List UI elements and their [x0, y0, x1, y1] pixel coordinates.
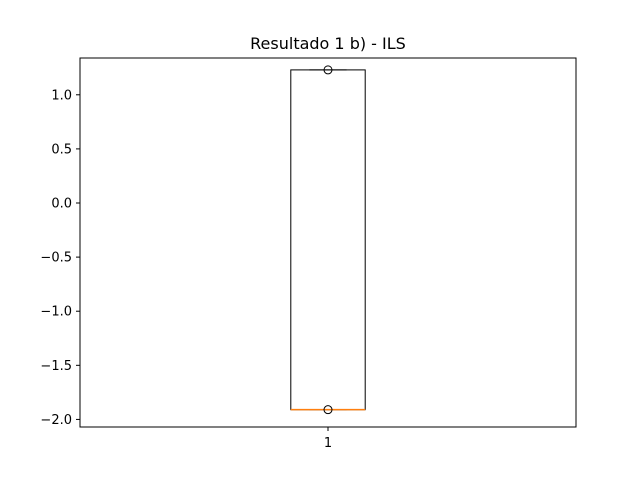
- x-tick-label: 1: [324, 436, 332, 451]
- y-tick-label: 0.0: [51, 197, 72, 212]
- plot-area: −2.0 −1.5 −1.0 −0.5 0.0 0.5 1.0 1: [40, 57, 577, 451]
- y-tick-label: 1.0: [51, 88, 72, 103]
- chart-title: Resultado 1 b) - ILS: [250, 34, 406, 53]
- y-tick-label: −1.0: [40, 305, 72, 320]
- y-tick-label: −1.5: [40, 359, 72, 374]
- y-tick-label: 0.5: [51, 142, 72, 157]
- y-tick-label: −0.5: [40, 251, 72, 266]
- y-tick-label: −2.0: [40, 413, 72, 428]
- flier-point: [323, 405, 333, 415]
- flier-point: [323, 65, 333, 75]
